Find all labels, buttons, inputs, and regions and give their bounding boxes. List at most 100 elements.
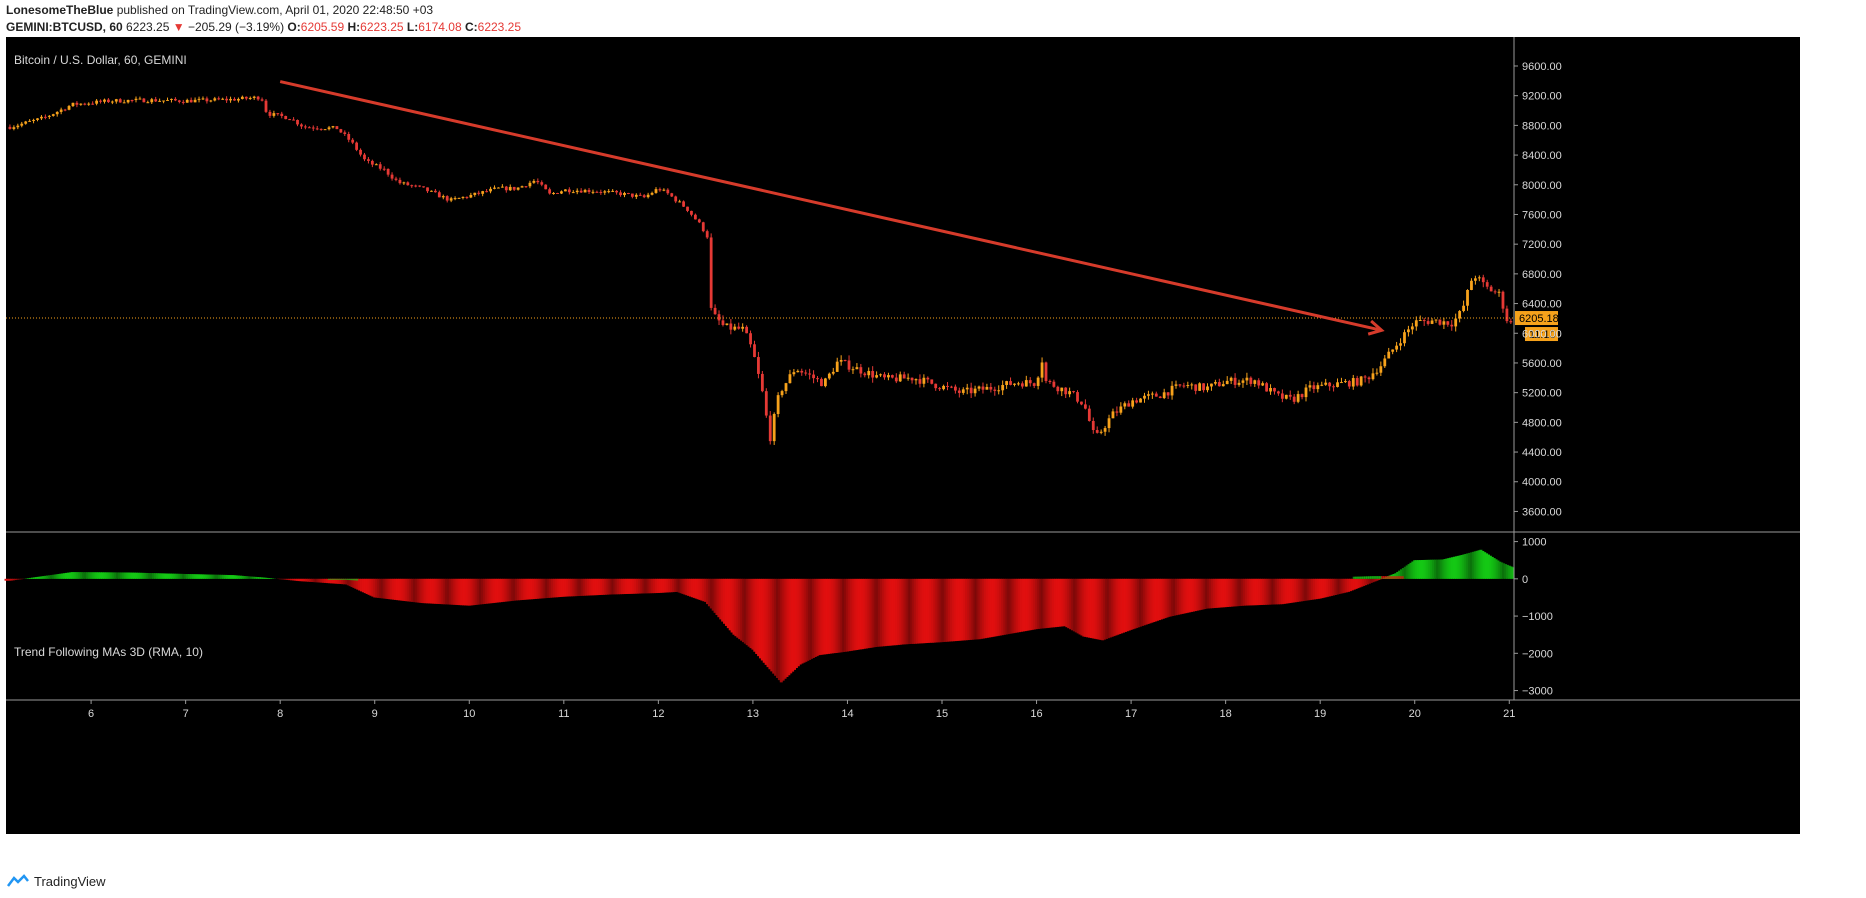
candle xyxy=(540,180,544,187)
candle xyxy=(221,97,225,100)
publish-info: LonesomeTheBlue published on TradingView… xyxy=(6,3,433,17)
candle-body xyxy=(1099,431,1103,433)
candle xyxy=(571,190,575,194)
candle xyxy=(284,115,288,120)
candle-body xyxy=(1139,398,1142,403)
candle xyxy=(303,124,307,130)
candle xyxy=(91,101,95,105)
candle xyxy=(552,191,555,195)
candle xyxy=(410,184,414,188)
price-pane[interactable]: 6205.18 11:10 xyxy=(6,80,1559,445)
candle-body xyxy=(969,387,973,394)
candle-body xyxy=(457,197,461,199)
candle-body xyxy=(473,192,477,195)
candle-body xyxy=(406,182,410,186)
candle-body xyxy=(512,186,516,190)
price-tick-label: 5200.00 xyxy=(1522,388,1562,400)
candle-body xyxy=(154,99,158,102)
candle-body xyxy=(883,374,886,378)
candle-body xyxy=(1296,394,1300,402)
candle-body xyxy=(1028,380,1032,384)
candle-body xyxy=(591,191,595,193)
candle xyxy=(32,118,35,124)
candle-body xyxy=(839,360,843,362)
candle-body xyxy=(835,361,839,372)
candle-body xyxy=(796,370,800,373)
candle-body xyxy=(1501,291,1505,309)
candle-body xyxy=(993,389,997,391)
candle xyxy=(1143,392,1146,403)
candle xyxy=(1147,390,1150,400)
price-tick-label: 4400.00 xyxy=(1522,447,1562,459)
candle xyxy=(658,187,662,192)
candle-body xyxy=(363,154,366,160)
tradingview-footer[interactable]: TradingView xyxy=(6,873,106,889)
candle-body xyxy=(130,99,134,101)
price-tick-label: 6000.00 xyxy=(1522,328,1562,340)
candle-body xyxy=(229,98,232,101)
candle-body xyxy=(760,373,764,392)
candle xyxy=(8,124,12,130)
candle xyxy=(753,340,756,358)
candle xyxy=(162,100,165,104)
candle xyxy=(1032,382,1036,389)
candle-body xyxy=(1076,392,1079,402)
candle xyxy=(1359,375,1363,387)
candle-body xyxy=(99,100,102,102)
candle xyxy=(36,118,39,122)
candle-body xyxy=(1017,383,1020,385)
candle-body xyxy=(441,196,445,198)
candle-body xyxy=(953,386,957,391)
candle xyxy=(1048,379,1052,384)
author-name[interactable]: LonesomeTheBlue xyxy=(6,3,114,17)
candle-body xyxy=(674,196,678,202)
candle-body xyxy=(1206,386,1209,391)
candle xyxy=(1009,377,1012,386)
candle xyxy=(1060,387,1064,397)
candle xyxy=(1296,390,1300,404)
candle-body xyxy=(1273,387,1276,392)
candle-body xyxy=(461,196,465,198)
candle-body xyxy=(335,126,339,130)
candle-body xyxy=(875,375,879,378)
candle xyxy=(1351,374,1355,390)
candle-body xyxy=(1422,320,1426,322)
osc-tick-label: −1000 xyxy=(1522,611,1553,623)
candle xyxy=(339,128,343,134)
trendline xyxy=(279,80,1382,332)
candle-body xyxy=(95,100,99,104)
candle xyxy=(623,191,626,198)
candle xyxy=(906,373,910,381)
candle-body xyxy=(788,374,792,384)
candle xyxy=(630,193,634,199)
time-tick-label: 14 xyxy=(841,708,853,720)
candle xyxy=(1213,379,1217,386)
candle-body xyxy=(914,379,918,381)
oscillator-pane[interactable] xyxy=(4,549,1515,683)
axes: 3600.00 4000.00 4400.00 4800.00 5200.00 5600.… xyxy=(6,37,1800,720)
candle-body xyxy=(902,374,906,379)
candle xyxy=(1064,387,1068,398)
candle xyxy=(839,355,843,366)
candle-body xyxy=(1036,377,1040,386)
published-text: published on TradingView.com, April 01, … xyxy=(116,3,434,17)
candle xyxy=(808,368,812,380)
candle-body xyxy=(1068,391,1072,395)
candle xyxy=(961,387,965,395)
candle-body xyxy=(772,414,776,442)
candle xyxy=(1273,387,1276,395)
candle-body xyxy=(248,97,252,99)
candle xyxy=(946,382,949,391)
candle xyxy=(319,128,323,131)
candle-body xyxy=(284,115,288,120)
candle-body xyxy=(244,96,248,99)
open-value: 6205.59 xyxy=(300,20,345,34)
candle xyxy=(79,103,83,106)
candle-body xyxy=(1253,380,1257,384)
candle-body xyxy=(1407,329,1410,333)
candle-body xyxy=(1060,387,1064,392)
candle-body xyxy=(158,100,162,102)
candle xyxy=(926,376,930,383)
candle-body xyxy=(402,182,406,184)
